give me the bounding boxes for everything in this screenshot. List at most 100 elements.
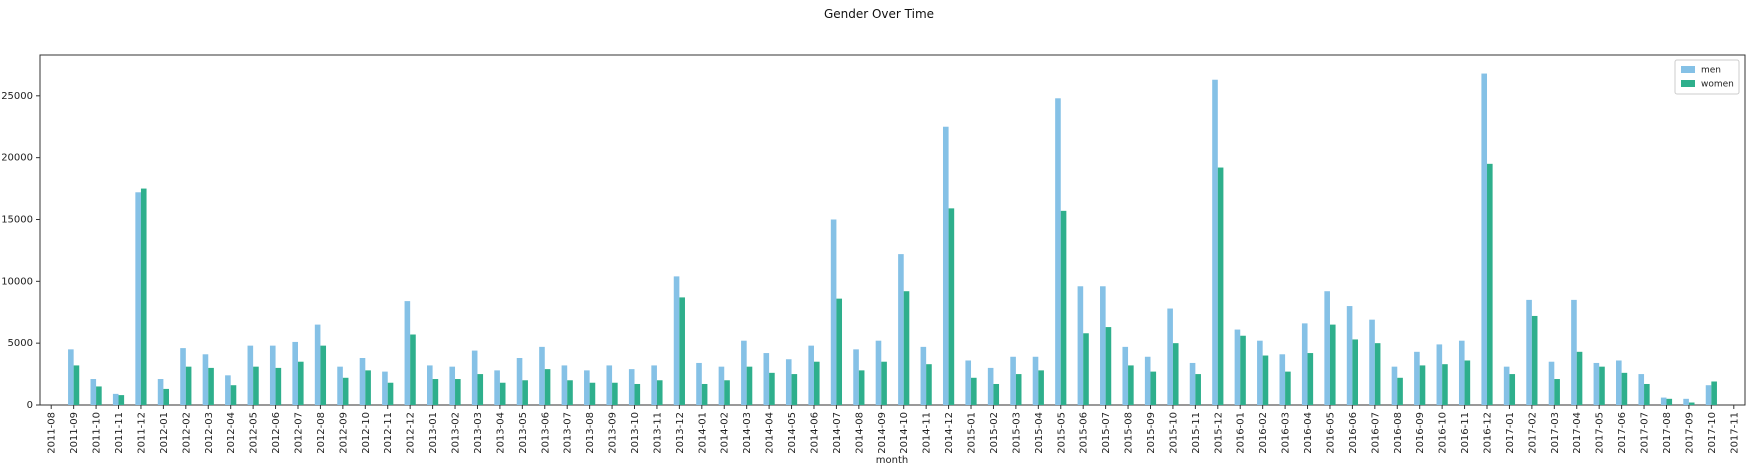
x-tick-label: 2014-12 <box>944 412 955 454</box>
x-tick-label: 2016-01 <box>1236 412 1247 454</box>
bar-men-2016-06 <box>1346 306 1353 405</box>
bar-women-2015-05 <box>1060 210 1067 405</box>
y-tick-label: 10000 <box>1 276 33 287</box>
x-tick-label: 2014-04 <box>765 412 776 454</box>
bar-men-2012-01 <box>157 379 164 405</box>
x-tick-label: 2016-08 <box>1393 412 1404 454</box>
bar-men-2013-08 <box>584 370 590 405</box>
x-tick-label: 2016-05 <box>1325 412 1336 454</box>
bar-men-2015-11 <box>1189 362 1196 405</box>
bar-women-2014-07 <box>836 298 843 405</box>
x-tick-label: 2016-03 <box>1281 412 1292 454</box>
bar-women-2016-09 <box>1419 365 1426 405</box>
x-tick-label: 2012-01 <box>159 412 170 454</box>
x-tick-label: 2012-10 <box>361 412 372 454</box>
bar-women-2011-11 <box>118 395 125 405</box>
bar-men-2014-04 <box>763 353 770 405</box>
bar-women-2015-04 <box>1038 370 1044 405</box>
bar-women-2015-06 <box>1083 333 1089 405</box>
x-tick-label: 2013-11 <box>652 412 663 454</box>
y-tick-label: 25000 <box>1 91 33 102</box>
bar-men-2017-05 <box>1593 362 1600 405</box>
x-tick-label: 2014-11 <box>922 412 933 454</box>
bar-men-2015-03 <box>1010 356 1016 405</box>
x-tick-label: 2016-07 <box>1370 412 1381 454</box>
x-tick-label: 2012-05 <box>249 412 260 454</box>
bar-men-2017-01 <box>1503 366 1510 405</box>
x-tick-label: 2011-11 <box>114 412 125 454</box>
bar-men-2013-06 <box>539 346 545 405</box>
bar-women-2016-11 <box>1464 360 1471 405</box>
x-tick-label: 2017-04 <box>1572 412 1583 454</box>
y-axis: 0 5000 10000 15000 20000 25000 <box>1 91 40 411</box>
bar-women-2012-02 <box>185 366 192 405</box>
bar-women-2015-01 <box>971 377 977 405</box>
bar-men-2013-10 <box>628 369 635 405</box>
x-tick-label: 2015-05 <box>1056 412 1067 454</box>
x-tick-label: 2012-03 <box>204 412 215 454</box>
bar-women-2016-07 <box>1374 343 1381 405</box>
bar-men-2012-08 <box>314 324 321 405</box>
bar-women-2011-09 <box>73 365 80 405</box>
bar-women-2015-03 <box>1015 374 1022 405</box>
bar-women-2013-01 <box>432 379 439 405</box>
bar-women-2012-11 <box>387 382 394 405</box>
bar-men-2015-06 <box>1077 286 1084 405</box>
bar-women-2016-06 <box>1352 339 1358 405</box>
bar-men-2016-04 <box>1301 323 1308 405</box>
bar-women-2012-05 <box>253 366 259 405</box>
x-tick-label: 2015-03 <box>1011 412 1022 454</box>
bar-men-2017-10 <box>1705 385 1712 405</box>
bar-men-2015-10 <box>1167 308 1173 405</box>
bar-women-2015-08 <box>1128 365 1134 405</box>
bar-men-2016-12 <box>1481 73 1488 406</box>
x-tick-label: 2016-12 <box>1483 412 1494 454</box>
bar-women-2012-09 <box>342 377 349 405</box>
x-tick-label: 2017-01 <box>1505 412 1516 454</box>
bar-women-2012-06 <box>275 367 282 405</box>
bar-women-2015-02 <box>993 383 1000 405</box>
x-tick-label: 2017-09 <box>1684 412 1695 454</box>
x-tick-label: 2013-04 <box>495 412 506 454</box>
bar-men-2016-08 <box>1391 366 1398 405</box>
bar-women-2014-12 <box>948 208 955 405</box>
bar-women-2013-02 <box>455 379 461 405</box>
bar-men-2013-03 <box>471 350 478 405</box>
bar-women-2015-10 <box>1172 343 1179 405</box>
x-tick-label: 2017-05 <box>1595 412 1606 454</box>
bar-men-2017-04 <box>1571 299 1577 405</box>
x-tick-label: 2013-10 <box>630 412 641 454</box>
bar-men-2013-01 <box>427 365 433 405</box>
x-tick-label: 2017-11 <box>1729 412 1740 454</box>
bar-men-2016-09 <box>1414 351 1420 405</box>
bar-men-2011-10 <box>90 379 97 405</box>
legend-label-men: men <box>1701 66 1721 76</box>
bar-men-2015-04 <box>1032 356 1039 405</box>
bar-women-2012-10 <box>365 370 371 405</box>
x-tick-label: 2017-02 <box>1527 412 1538 454</box>
bar-women-2017-06 <box>1621 372 1628 405</box>
bar-men-2012-03 <box>202 354 209 405</box>
x-tick-label: 2017-07 <box>1640 412 1651 454</box>
x-axis: 2011-08 2011-09 2011-10 2011-11 2011-12 2012-… <box>47 405 1740 454</box>
bar-men-2011-12 <box>135 192 141 405</box>
x-tick-label: 2013-08 <box>585 412 596 454</box>
bar-women-2014-11 <box>926 364 932 405</box>
bar-women-2016-03 <box>1285 371 1291 405</box>
x-tick-label: 2016-06 <box>1348 412 1359 454</box>
x-tick-label: 2015-11 <box>1191 412 1202 454</box>
bar-men-2017-03 <box>1548 361 1555 405</box>
bar-men-2014-09 <box>875 340 882 405</box>
x-tick-label: 2014-07 <box>832 412 843 454</box>
x-tick-label: 2014-01 <box>697 412 708 454</box>
bar-women-2017-01 <box>1509 374 1516 405</box>
bar-women-2013-10 <box>634 383 641 405</box>
chart-title: Gender Over Time <box>824 7 934 21</box>
bar-women-2013-03 <box>477 374 484 405</box>
bar-men-2012-05 <box>247 345 254 405</box>
x-tick-label: 2015-08 <box>1124 412 1135 454</box>
x-tick-label: 2011-08 <box>47 412 58 454</box>
bar-men-2016-03 <box>1279 354 1286 405</box>
x-tick-label: 2013-02 <box>451 412 462 454</box>
x-tick-label: 2015-01 <box>967 412 978 454</box>
